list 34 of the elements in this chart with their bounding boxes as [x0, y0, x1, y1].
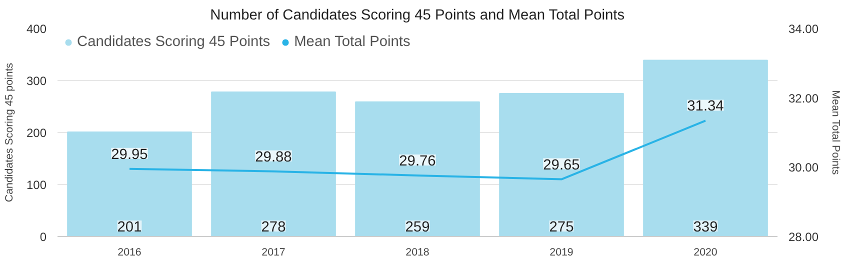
y2-tick-label: 30.00	[788, 160, 819, 175]
x-tick-label: 2018	[406, 246, 430, 258]
y2-tick-label: 32.00	[788, 91, 819, 106]
y-tick-label: 400	[26, 22, 47, 36]
bar	[643, 60, 768, 236]
y2-axis-title: Mean Total Points	[830, 90, 842, 175]
y2-tick-label: 28.00	[788, 230, 819, 244]
y-tick-label: 0	[40, 230, 47, 244]
data-label: 29.76	[399, 153, 436, 170]
chart-title: Number of Candidates Scoring 45 Points and Mean Total Points	[210, 8, 625, 24]
data-label: 201	[117, 220, 142, 236]
bar	[355, 101, 480, 236]
y2-tick-label: 34.00	[788, 22, 819, 36]
y-tick-label: 300	[26, 74, 47, 88]
y-axis-title: Candidates Scoring 45 points	[3, 62, 16, 202]
y-tick-label: 200	[26, 126, 47, 140]
data-label: 275	[549, 220, 574, 236]
bar	[211, 91, 336, 236]
legend-label: Mean Total Points	[294, 34, 410, 50]
legend-label: Candidates Scoring 45 Points	[77, 34, 270, 50]
data-label: 29.65	[543, 157, 580, 174]
y-tick-label: 100	[26, 178, 47, 192]
bar	[499, 93, 624, 236]
data-label: 29.88	[255, 149, 292, 166]
x-tick-label: 2019	[550, 246, 574, 258]
data-label: 29.95	[111, 146, 148, 163]
x-tick-label: 2020	[694, 246, 718, 258]
data-label: 31.34	[687, 98, 724, 115]
data-label: 278	[261, 220, 286, 236]
bar	[67, 131, 192, 236]
x-tick-label: 2017	[262, 246, 286, 258]
x-tick-label: 2016	[118, 246, 142, 258]
data-label: 339	[693, 220, 718, 236]
data-label: 259	[405, 220, 430, 236]
